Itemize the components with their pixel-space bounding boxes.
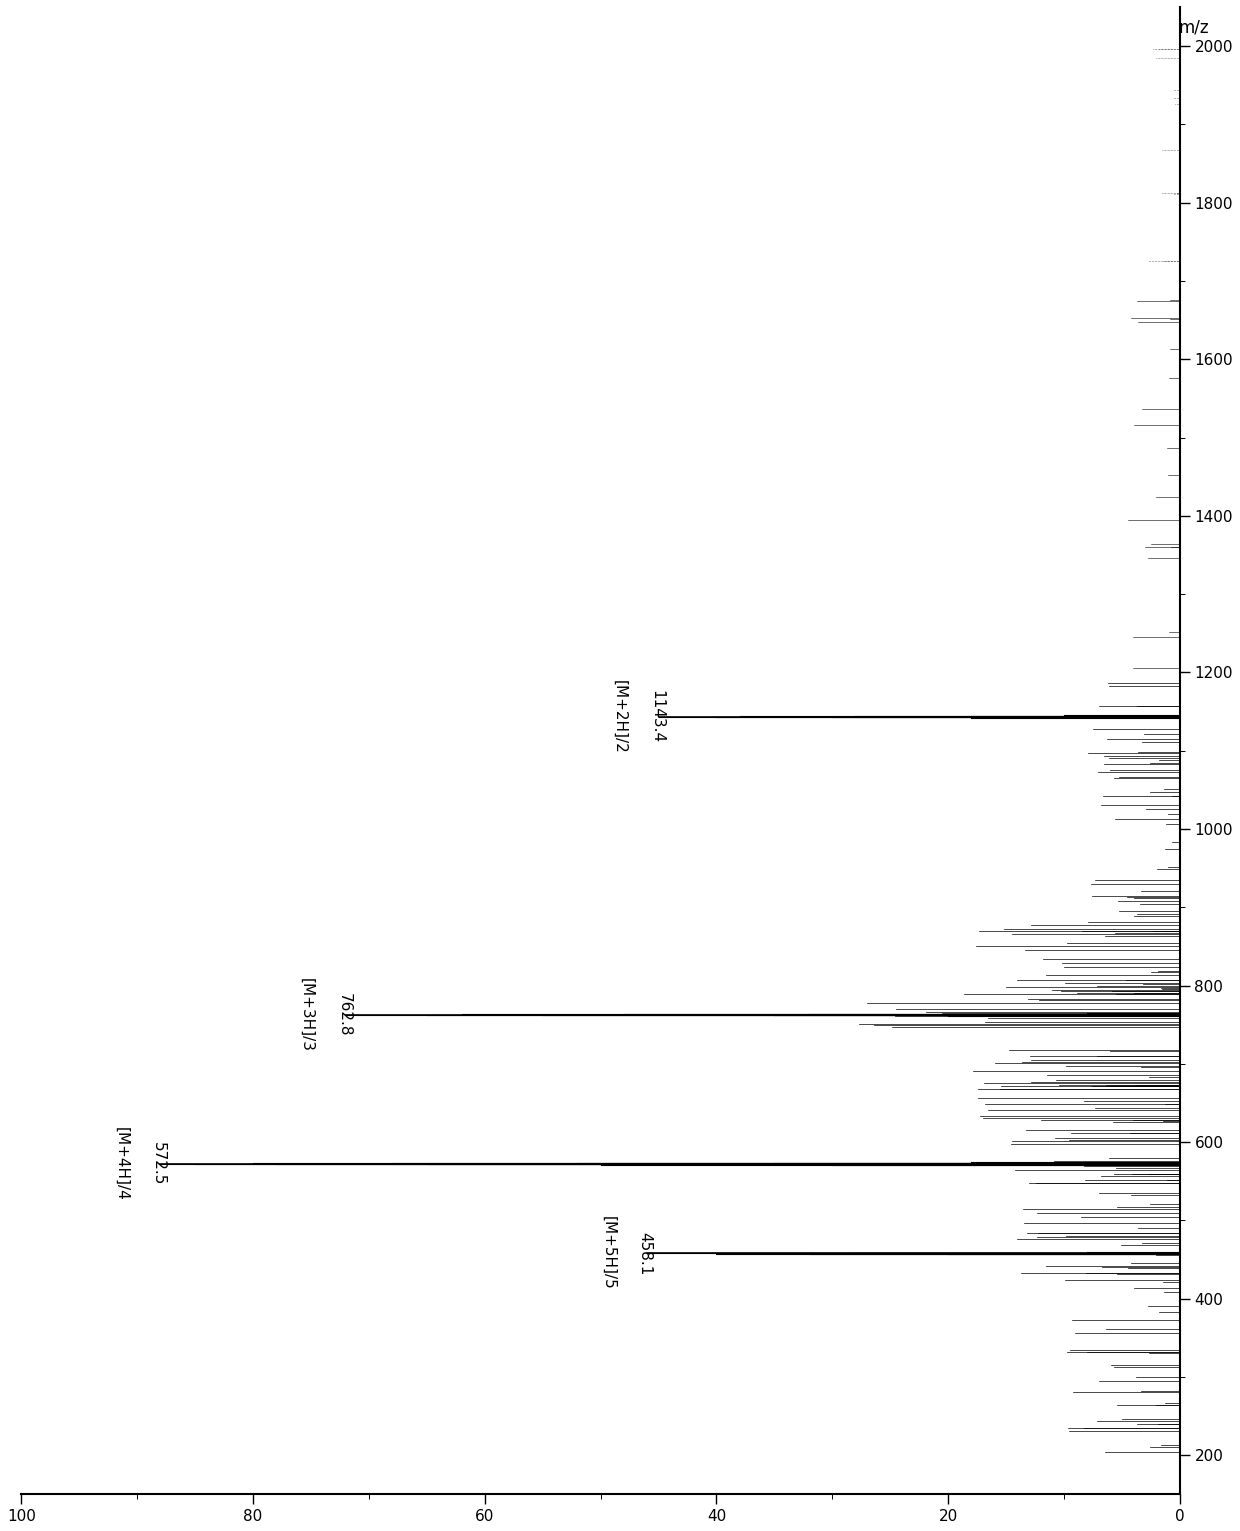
- Text: [M+3H]/3: [M+3H]/3: [299, 978, 315, 1052]
- Text: 1143.4: 1143.4: [650, 690, 665, 743]
- Text: [M+5H]/5: [M+5H]/5: [600, 1217, 615, 1291]
- Text: [M+2H]/2: [M+2H]/2: [613, 680, 627, 753]
- Text: [M+4H]/4: [M+4H]/4: [114, 1127, 129, 1200]
- Text: 458.1: 458.1: [637, 1231, 652, 1275]
- Text: 762.8: 762.8: [336, 994, 351, 1036]
- Text: m/z: m/z: [1178, 18, 1209, 37]
- Text: 572.5: 572.5: [151, 1142, 166, 1185]
